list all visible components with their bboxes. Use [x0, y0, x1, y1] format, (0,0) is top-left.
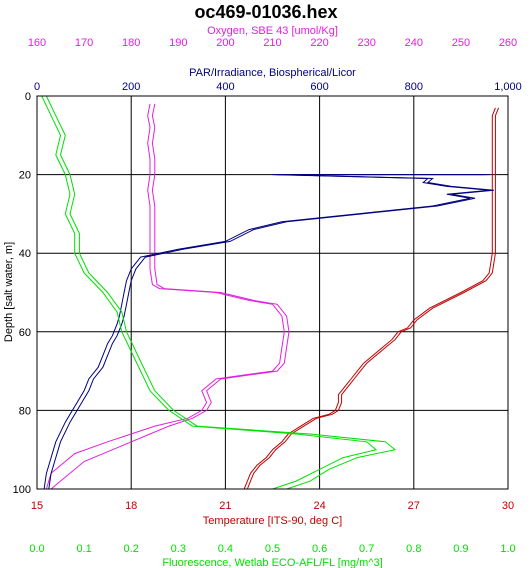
fluorescence-tick-label-7: 0.7 — [359, 543, 374, 555]
par-tick-label-0: 0 — [34, 81, 40, 93]
fluorescence-tick-label-4: 0.4 — [218, 543, 233, 555]
fluorescence-tick-label-1: 0.1 — [76, 543, 91, 555]
series-line-temperature-1 — [246, 107, 500, 490]
par-tick-label-5: 1,000 — [494, 81, 522, 93]
temperature-axis-label: Temperature [ITS-90, deg C] — [203, 515, 342, 527]
oxygen-tick-label-5: 210 — [263, 37, 281, 49]
fluorescence-tick-label-5: 0.5 — [265, 543, 280, 555]
temperature-tick-label-3: 24 — [313, 500, 325, 512]
y-tick-label-3: 60 — [19, 327, 31, 339]
par-tick-label-1: 200 — [122, 81, 140, 93]
oxygen-tick-label-2: 180 — [122, 37, 140, 49]
series-line-par-5 — [48, 174, 494, 490]
temperature-tick-label-2: 21 — [219, 500, 231, 512]
fluorescence-tick-label-8: 0.8 — [406, 543, 421, 555]
fluorescence-tick-label-0: 0.0 — [29, 543, 44, 555]
par-tick-label-2: 400 — [216, 81, 234, 93]
par-tick-label-3: 600 — [310, 81, 328, 93]
fluorescence-axis-label: Fluorescence, Wetlab ECO-AFL/FL [mg/m^3] — [162, 557, 382, 568]
chart-title: oc469-01036.hex — [194, 2, 337, 22]
oxygen-tick-label-4: 200 — [216, 37, 234, 49]
temperature-tick-label-0: 15 — [31, 500, 43, 512]
series-line-oxygen-2 — [45, 103, 285, 490]
oxygen-tick-label-1: 170 — [75, 37, 93, 49]
oxygen-tick-label-10: 260 — [499, 37, 517, 49]
oxygen-axis-label: Oxygen, SBE 43 [umol/Kg] — [207, 25, 338, 37]
temperature-tick-label-5: 30 — [502, 500, 514, 512]
axes-group: 160 170 180 190 200 210 220 230 240 250 260Oxygen,… — [13, 25, 522, 568]
series-line-fluorescence-6 — [41, 95, 378, 490]
series-line-oxygen-3 — [50, 103, 290, 490]
y-axis-label: Depth [salt water, m] — [3, 242, 15, 342]
oxygen-tick-label-8: 240 — [405, 37, 423, 49]
oxygen-tick-label-9: 250 — [452, 37, 470, 49]
temperature-tick-label-1: 18 — [125, 500, 137, 512]
fluorescence-tick-label-3: 0.3 — [171, 543, 186, 555]
fluorescence-tick-label-10: 1.0 — [500, 543, 515, 555]
fluorescence-tick-label-2: 0.2 — [124, 543, 139, 555]
plot-frame — [36, 95, 509, 490]
series-line-temperature-0 — [243, 107, 496, 490]
oxygen-tick-label-6: 220 — [310, 37, 328, 49]
par-tick-label-4: 800 — [405, 81, 423, 93]
y-tick-label-2: 40 — [19, 248, 31, 260]
oxygen-tick-label-7: 230 — [358, 37, 376, 49]
fluorescence-tick-label-9: 0.9 — [453, 543, 468, 555]
par-axis-label: PAR/Irradiance, Biospherical/Licor — [189, 67, 356, 79]
y-tick-label-0: 0 — [25, 91, 31, 103]
series-group — [41, 95, 500, 490]
fluorescence-tick-label-6: 0.6 — [312, 543, 327, 555]
series-line-fluorescence-7 — [45, 95, 397, 490]
y-tick-label-4: 80 — [19, 405, 31, 417]
oxygen-tick-label-3: 190 — [169, 37, 187, 49]
y-tick-label-1: 20 — [19, 170, 31, 182]
oxygen-tick-label-0: 160 — [28, 37, 46, 49]
y-tick-label-5: 100 — [13, 484, 31, 496]
temperature-tick-label-4: 27 — [408, 500, 420, 512]
grid — [37, 96, 508, 489]
